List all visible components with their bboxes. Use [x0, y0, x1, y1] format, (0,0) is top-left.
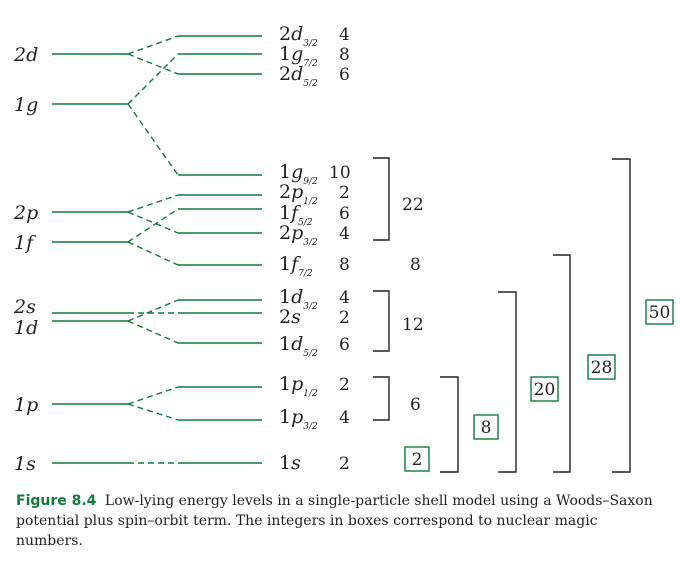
- level-label-2s-split: 2s: [279, 306, 301, 328]
- magic-number-8: 8: [481, 418, 492, 438]
- degeneracy-1p32: 4: [339, 408, 350, 428]
- level-label-1d: 1d: [14, 317, 38, 339]
- bracket-shell-6: [373, 376, 390, 421]
- degeneracy-1d32: 4: [339, 288, 350, 308]
- magic-box-28: [587, 354, 616, 380]
- magic-number-20: 20: [534, 380, 556, 400]
- level-label-1g: 1g: [14, 94, 38, 116]
- connector-1f-1f72: [127, 241, 179, 266]
- connector-1p-1p32: [127, 403, 179, 421]
- magic-brackets: [440, 158, 631, 473]
- magic-box-2: [404, 446, 430, 472]
- shell-total-8: 8: [410, 255, 421, 275]
- level-label-1s-split: 1s: [279, 452, 301, 474]
- magic-box-50: [645, 299, 674, 325]
- degeneracy-1s: 2: [339, 454, 350, 474]
- level-label-1g72: 1g7/2: [279, 43, 318, 69]
- level-label-1f: 1f: [14, 232, 36, 254]
- degeneracy-2p32: 4: [339, 224, 350, 244]
- figure-caption: Figure 8.4 Low-lying energy levels in a …: [16, 491, 666, 551]
- shell-total-22: 22: [402, 195, 424, 215]
- degeneracy-2d32: 4: [339, 25, 350, 45]
- level-label-1s: 1s: [14, 453, 36, 475]
- level-label-2d52: 2d5/2: [279, 63, 318, 89]
- figure-label: Figure 8.4: [16, 493, 97, 509]
- splitting-connectors: [127, 35, 179, 464]
- level-label-2p32: 2p3/2: [279, 222, 318, 248]
- level-label-2s: 2s: [13, 296, 36, 318]
- degeneracy-1g72: 8: [339, 45, 350, 65]
- magic-bracket-50: [612, 158, 631, 473]
- magic-bracket-20: [498, 291, 517, 473]
- level-label-1p: 1p: [14, 394, 38, 416]
- right-levels: 2d3/2 4 1g7/2 8 2d5/2 6 1g9/2 10 2p1/2 2…: [178, 23, 351, 474]
- bracket-shell-22: [373, 157, 390, 241]
- connector-1g-1g72: [127, 53, 179, 105]
- connector-1d-1d32: [127, 299, 179, 322]
- level-label-2d32: 2d3/2: [279, 23, 318, 49]
- connector-2p-2p32: [127, 211, 179, 234]
- degeneracy-2d52: 6: [339, 65, 350, 85]
- degeneracy-1d52: 6: [339, 335, 350, 355]
- caption-text: Low-lying energy levels in a single-part…: [16, 493, 653, 549]
- connector-2d-2d52: [127, 53, 179, 75]
- magic-number-28: 28: [591, 358, 613, 378]
- degeneracy-1f52: 6: [339, 204, 350, 224]
- magic-number-50: 50: [649, 303, 671, 323]
- magic-bracket-28: [553, 254, 571, 473]
- shell-brackets: 22 8 12 6: [373, 157, 424, 421]
- level-label-1p32: 1p3/2: [279, 406, 318, 432]
- magic-number-2: 2: [412, 450, 423, 470]
- level-label-2d: 2d: [13, 44, 38, 66]
- shell-total-6: 6: [410, 395, 421, 415]
- bracket-shell-12: [373, 290, 390, 352]
- degeneracy-2p12: 2: [339, 183, 350, 203]
- connector-1d-1d52: [127, 320, 179, 344]
- level-label-1g92: 1g9/2: [279, 161, 318, 187]
- level-label-2p: 2p: [13, 202, 38, 224]
- connector-2p-2p12: [127, 194, 179, 213]
- magic-box-8: [473, 414, 499, 440]
- degeneracy-1f72: 8: [339, 255, 350, 275]
- level-label-1d52: 1d5/2: [279, 333, 318, 359]
- magic-bracket-8: [440, 376, 459, 473]
- level-label-1f52: 1f5/2: [279, 202, 313, 228]
- connector-2d-2d32: [127, 35, 179, 55]
- connector-1f-1f52: [127, 208, 179, 243]
- magic-box-20: [530, 376, 559, 402]
- degeneracy-1p12: 2: [339, 375, 350, 395]
- level-label-2p12: 2p1/2: [279, 181, 318, 207]
- magic-numbers: 2 8 20 28 50: [404, 299, 674, 472]
- degeneracy-1g92: 10: [329, 163, 351, 183]
- connector-1p-1p12: [127, 386, 179, 405]
- left-levels: 2d 1g 2p 1f 2s 1d 1p 1s: [13, 44, 128, 475]
- degeneracy-2s: 2: [339, 308, 350, 328]
- level-label-1p12: 1p1/2: [279, 373, 318, 399]
- level-label-1d32: 1d3/2: [279, 286, 318, 312]
- shell-total-12: 12: [402, 315, 424, 335]
- level-label-1f72: 1f7/2: [279, 253, 313, 279]
- connector-1g-1g92: [127, 103, 179, 176]
